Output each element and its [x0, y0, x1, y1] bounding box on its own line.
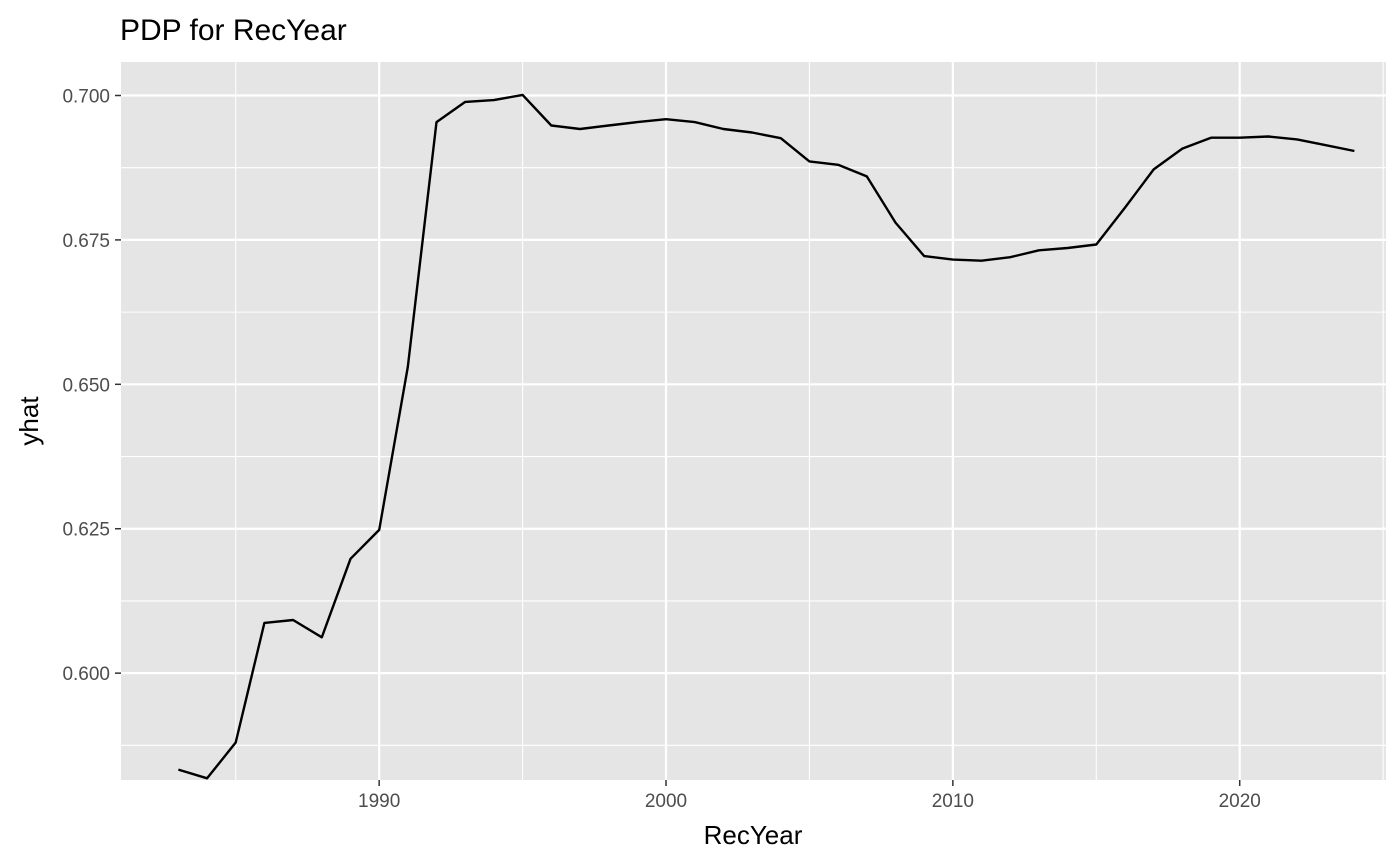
- x-axis-ticks: 1990 2000 2010 2020: [358, 780, 1261, 812]
- chart-title: PDP for RecYear: [120, 14, 347, 47]
- x-axis-title: RecYear: [704, 820, 803, 850]
- minor-gridlines: [121, 62, 1386, 780]
- x-tick-label: 1990: [358, 791, 400, 812]
- y-tick-label: 0.625: [62, 520, 110, 541]
- y-axis-title: yhat: [14, 396, 44, 446]
- y-tick-label: 0.675: [62, 231, 110, 252]
- x-tick-label: 2020: [1219, 791, 1261, 812]
- major-gridlines: [121, 62, 1386, 780]
- y-axis-ticks: 0.600 0.625 0.650 0.675 0.700: [62, 87, 121, 685]
- x-tick-label: 2000: [645, 791, 687, 812]
- plot-panel: [121, 62, 1386, 780]
- y-tick-label: 0.700: [62, 87, 110, 108]
- y-tick-label: 0.600: [62, 664, 110, 685]
- x-tick-label: 2010: [932, 791, 974, 812]
- y-tick-label: 0.650: [62, 375, 110, 396]
- pdp-line: [178, 93, 1355, 780]
